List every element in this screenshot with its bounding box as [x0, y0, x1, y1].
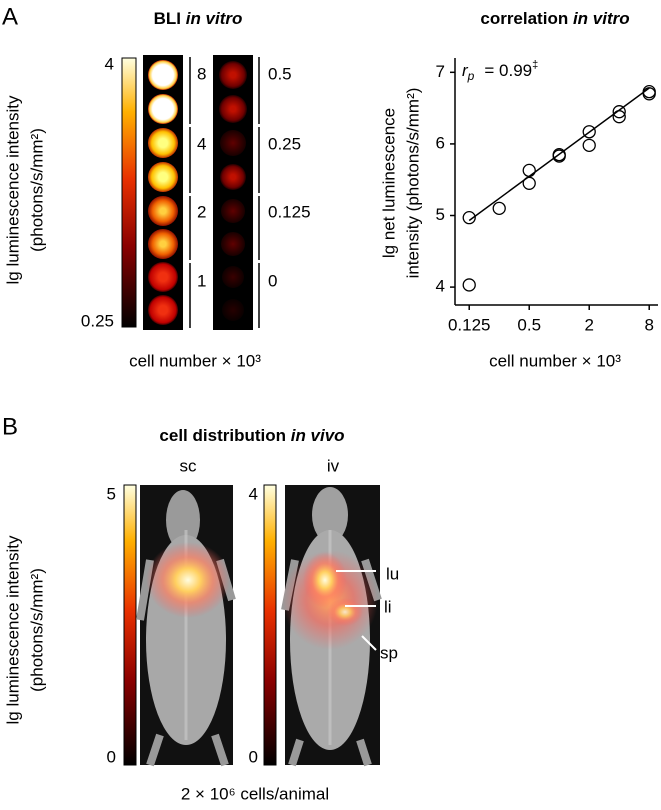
- mouse-image: [281, 485, 382, 767]
- data-point: [582, 138, 596, 152]
- colorbar-label: 0: [107, 747, 116, 766]
- dilution-label: 1: [197, 271, 206, 290]
- image-label: sc: [180, 456, 198, 475]
- y-label: intensity (photons/s/mm²): [403, 88, 422, 279]
- annotation-value: = 0.99: [484, 61, 532, 80]
- chart-title: correlation in vitro: [480, 9, 629, 28]
- dilution-label: 4: [197, 134, 206, 153]
- colorbar: [123, 484, 137, 766]
- x-tick-label: 0.125: [448, 315, 491, 334]
- image-label: iv: [327, 456, 340, 475]
- y-tick-label: 7: [436, 62, 445, 81]
- data-point: [462, 278, 476, 292]
- dilution-label: 0.5: [268, 64, 292, 83]
- well-strip: [143, 55, 183, 330]
- y-tick-label: 5: [436, 205, 445, 224]
- y-label: (photons/s/mm²): [27, 128, 46, 252]
- colorbar-label: 5: [107, 484, 116, 503]
- title-italic: in vitro: [573, 9, 630, 28]
- data-point: [612, 110, 626, 124]
- well-strip: [213, 55, 253, 330]
- title-italic: in vivo: [291, 426, 345, 445]
- title-text: correlation: [480, 9, 568, 28]
- annotation-r: r: [462, 61, 469, 80]
- panel-title: BLI in vitro: [154, 9, 243, 28]
- data-point: [612, 105, 626, 119]
- annotation-sub: p: [467, 69, 475, 83]
- annotation-sup: ‡: [532, 59, 538, 71]
- title-italic: in vitro: [186, 9, 243, 28]
- panel-letter: A: [2, 3, 18, 30]
- dilution-label: 8: [197, 64, 206, 83]
- colorbar-label: 4: [105, 54, 114, 73]
- data-point: [462, 211, 476, 225]
- panel-letter: B: [2, 413, 18, 440]
- data-point: [522, 176, 536, 190]
- scatter-chart: correlation in vitro rp = 0.99‡ lg net lu…: [379, 9, 658, 370]
- colorbar: [121, 57, 137, 328]
- x-tick-label: 0.5: [517, 315, 541, 334]
- title-text: cell distribution: [159, 426, 286, 445]
- title-text: BLI: [154, 9, 181, 28]
- organ-label: lu: [386, 564, 399, 583]
- colorbar-label: 4: [249, 484, 258, 503]
- x-tick-label: 8: [644, 315, 653, 334]
- dilution-label: 0.25: [268, 134, 301, 153]
- y-label: (photons/s/mm²): [27, 568, 46, 692]
- mouse-image: [136, 485, 236, 767]
- colorbar: [263, 484, 277, 766]
- panel-title: cell distribution in vivo: [159, 426, 344, 445]
- data-point: [492, 201, 506, 215]
- x-label: cell number × 10³: [489, 351, 621, 370]
- data-point: [642, 84, 656, 99]
- y-tick-label: 6: [436, 133, 445, 152]
- dilution-label: 0.125: [268, 202, 311, 221]
- dilution-label: 0: [268, 271, 277, 290]
- organ-label: sp: [380, 643, 398, 662]
- data-point: [552, 148, 566, 162]
- dilution-label: 2: [197, 202, 206, 221]
- x-tick-label: 2: [584, 315, 593, 334]
- y-label: lg net luminescence: [379, 108, 398, 258]
- data-point: [582, 125, 596, 139]
- organ-label: li: [384, 597, 392, 616]
- organ-pointers: [336, 570, 377, 651]
- y-label: lg luminescence intensity: [3, 95, 22, 284]
- colorbar-label: 0: [249, 747, 258, 766]
- colorbar-label: 0.25: [81, 311, 114, 330]
- data-point: [522, 163, 536, 178]
- y-tick-label: 4: [436, 277, 445, 296]
- y-label: lg luminescence intensity: [3, 535, 22, 724]
- x-label: cell number × 10³: [129, 351, 261, 370]
- caption: 2 × 10⁶ cells/animal: [181, 784, 329, 803]
- fit-line: [468, 87, 650, 222]
- annotation: rp = 0.99‡: [462, 59, 538, 83]
